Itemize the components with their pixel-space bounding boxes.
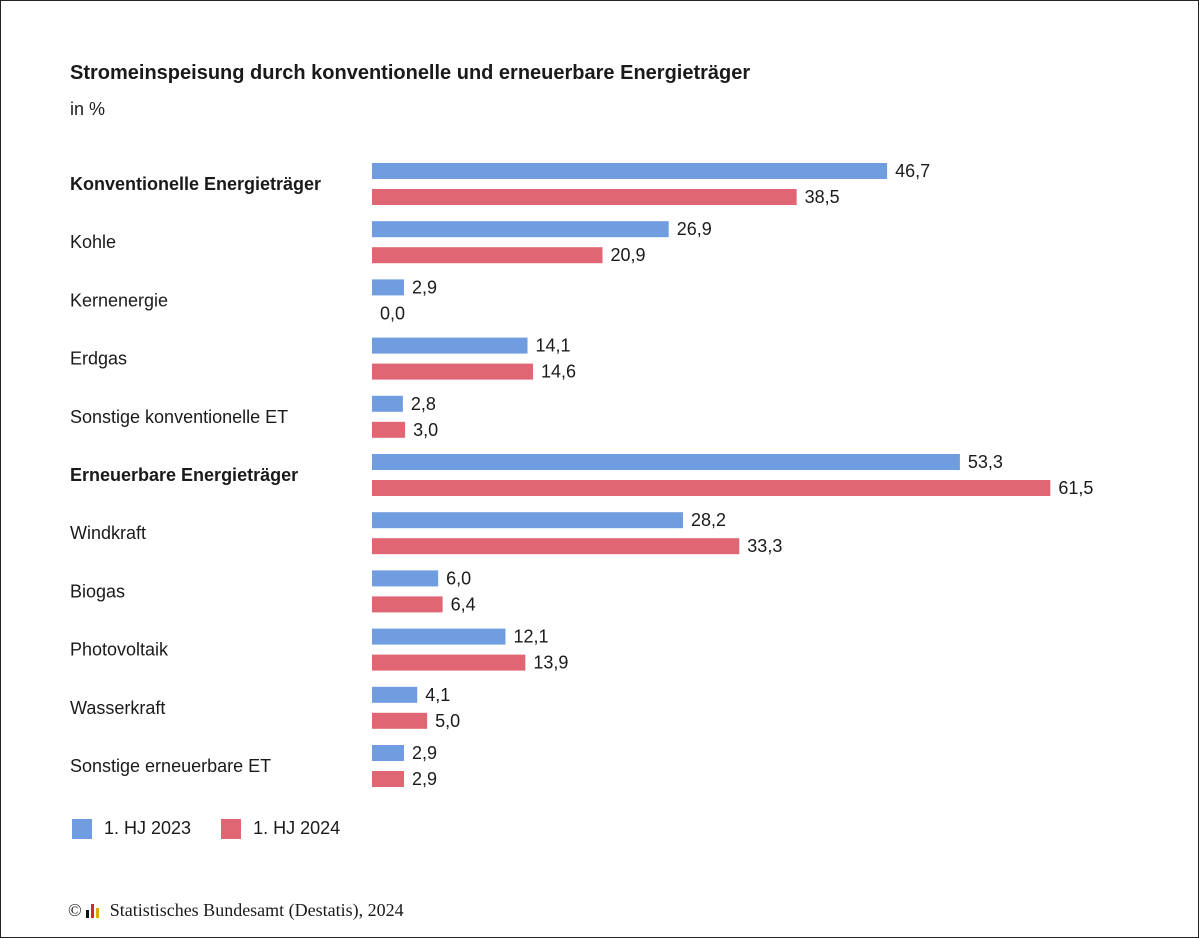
data-label-series-1: 53,3 <box>968 452 1003 472</box>
bar-series-2[interactable] <box>372 654 526 671</box>
bar-series-1[interactable] <box>372 395 403 412</box>
category-label: Erdgas <box>70 349 127 369</box>
legend: 1. HJ 2023 1. HJ 2024 <box>72 818 370 839</box>
destatis-logo-icon <box>85 903 104 918</box>
data-label-series-2: 2,9 <box>412 769 437 789</box>
data-label-series-1: 2,9 <box>412 277 437 297</box>
category-label: Erneuerbare Energieträger <box>70 465 298 485</box>
legend-label-series-2: 1. HJ 2024 <box>253 818 341 838</box>
data-label-series-1: 26,9 <box>677 219 712 239</box>
data-label-series-2: 61,5 <box>1058 478 1093 498</box>
bar-series-1[interactable] <box>372 745 404 761</box>
bar-series-1[interactable] <box>372 686 418 703</box>
chart-title: Stromeinspeisung durch konventionelle un… <box>70 62 751 84</box>
bar-series-1[interactable] <box>372 221 669 238</box>
bar-series-1[interactable] <box>372 454 960 470</box>
bar-series-2[interactable] <box>372 480 1051 496</box>
legend-label-series-1: 1. HJ 2023 <box>104 818 192 838</box>
category-label: Windkraft <box>70 523 146 543</box>
legend-item-series-1[interactable]: 1. HJ 2023 <box>72 818 191 839</box>
category-label: Konventionelle Energieträger <box>70 174 321 194</box>
category-label: Kernenergie <box>70 290 168 310</box>
data-label-series-1: 2,8 <box>411 394 436 414</box>
data-label-series-2: 20,9 <box>611 245 646 265</box>
data-label-series-1: 12,1 <box>513 627 548 647</box>
bar-series-2[interactable] <box>372 712 428 729</box>
bar-series-1[interactable] <box>372 512 684 529</box>
bar-series-2[interactable] <box>372 363 534 380</box>
data-label-series-2: 14,6 <box>541 362 576 382</box>
data-label-series-2: 5,0 <box>435 711 460 731</box>
legend-swatch-series-1 <box>72 818 92 839</box>
bar-series-1[interactable] <box>372 163 888 179</box>
data-label-series-1: 2,9 <box>412 743 437 763</box>
category-label: Sonstige erneuerbare ET <box>70 756 271 776</box>
bar-series-1[interactable] <box>372 337 528 354</box>
bar-series-1[interactable] <box>372 279 404 296</box>
bar-series-2[interactable] <box>372 538 740 555</box>
category-label: Biogas <box>70 581 125 601</box>
data-label-series-1: 28,2 <box>691 510 726 530</box>
data-label-series-1: 14,1 <box>536 336 571 356</box>
legend-item-series-2[interactable]: 1. HJ 2024 <box>221 818 340 839</box>
bar-series-2[interactable] <box>372 421 406 438</box>
data-label-series-2: 6,4 <box>451 594 476 614</box>
data-label-series-2: 33,3 <box>747 536 782 556</box>
category-label: Kohle <box>70 232 116 252</box>
chart-subtitle: in % <box>70 99 106 119</box>
source-footer: © Statistisches Bundesamt (Destatis), 20… <box>68 900 404 921</box>
data-label-series-1: 4,1 <box>425 685 450 705</box>
legend-swatch-series-2 <box>221 818 242 839</box>
data-label-series-2: 3,0 <box>413 420 438 440</box>
data-label-series-2: 38,5 <box>805 187 840 207</box>
copyright-symbol: © <box>68 900 82 920</box>
category-label: Sonstige konventionelle ET <box>70 407 288 427</box>
data-label-series-1: 46,7 <box>895 161 930 181</box>
bar-series-1[interactable] <box>372 628 506 645</box>
data-label-series-2: 13,9 <box>533 653 568 673</box>
category-label: Wasserkraft <box>70 698 165 718</box>
source-text: Statistisches Bundesamt (Destatis), 2024 <box>109 900 404 920</box>
data-label-series-1: 6,0 <box>446 568 471 588</box>
bar-series-1[interactable] <box>372 570 439 587</box>
bar-series-2[interactable] <box>372 596 443 613</box>
bar-series-2[interactable] <box>372 771 404 787</box>
bar-series-2[interactable] <box>372 189 797 205</box>
data-label-series-2: 0,0 <box>380 303 405 323</box>
bar-series-2[interactable] <box>372 247 603 264</box>
category-label: Photovoltaik <box>70 640 169 660</box>
